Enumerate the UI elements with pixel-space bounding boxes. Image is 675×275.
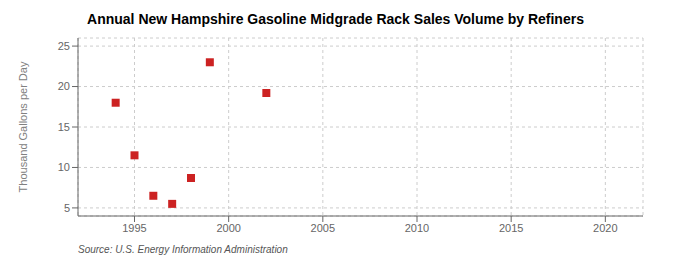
svg-text:2020: 2020 — [593, 222, 617, 234]
svg-text:1995: 1995 — [122, 222, 146, 234]
svg-text:10: 10 — [58, 161, 70, 173]
html-text:Source: U.S. Energy Informatio: Source: U.S. Energy Information Administ… — [78, 244, 288, 255]
svg-text:20: 20 — [58, 80, 70, 92]
svg-text:Thousand Gallons per Day: Thousand Gallons per Day — [17, 61, 29, 192]
svg-text:5: 5 — [64, 202, 70, 214]
svg-text:2005: 2005 — [311, 222, 335, 234]
svg-text:25: 25 — [58, 40, 70, 52]
svg-text:2000: 2000 — [216, 222, 240, 234]
svg-text:2010: 2010 — [405, 222, 429, 234]
svg-text:2015: 2015 — [499, 222, 523, 234]
html-text:Annual New Hampshire Gasoline: Annual New Hampshire Gasoline Midgrade R… — [87, 11, 584, 27]
svg-text:15: 15 — [58, 121, 70, 133]
